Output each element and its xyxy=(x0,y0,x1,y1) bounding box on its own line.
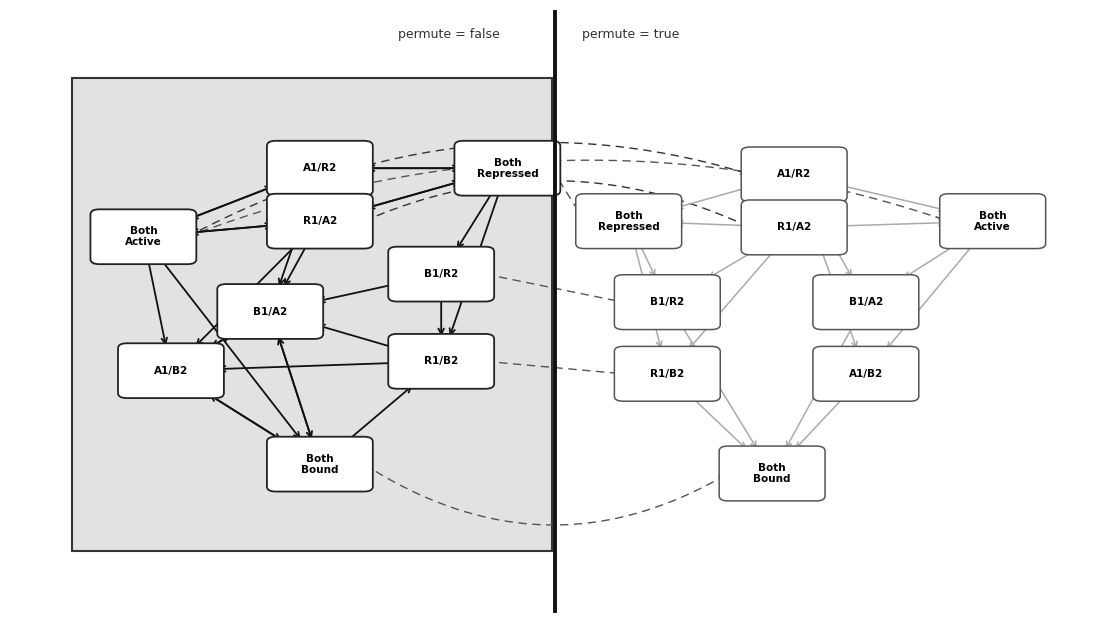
FancyBboxPatch shape xyxy=(741,200,847,255)
FancyBboxPatch shape xyxy=(267,437,373,492)
Text: R1/A2: R1/A2 xyxy=(302,216,338,226)
FancyBboxPatch shape xyxy=(614,275,720,330)
Text: A1/B2: A1/B2 xyxy=(848,369,884,379)
FancyBboxPatch shape xyxy=(118,343,224,398)
Text: R1/B2: R1/B2 xyxy=(424,356,459,366)
FancyBboxPatch shape xyxy=(576,194,682,249)
FancyBboxPatch shape xyxy=(813,346,919,401)
FancyBboxPatch shape xyxy=(719,446,825,501)
FancyBboxPatch shape xyxy=(388,247,494,302)
Text: Both
Active: Both Active xyxy=(974,211,1011,232)
FancyBboxPatch shape xyxy=(813,275,919,330)
Text: R1/A2: R1/A2 xyxy=(777,222,812,232)
Text: Both
Active: Both Active xyxy=(125,226,162,247)
Text: A1/B2: A1/B2 xyxy=(153,366,189,376)
Text: permute = true: permute = true xyxy=(582,28,679,40)
Text: B1/A2: B1/A2 xyxy=(848,297,884,307)
Text: B1/R2: B1/R2 xyxy=(650,297,685,307)
Text: A1/R2: A1/R2 xyxy=(777,169,812,179)
Text: Both
Bound: Both Bound xyxy=(301,454,339,475)
Text: A1/R2: A1/R2 xyxy=(302,163,338,173)
FancyBboxPatch shape xyxy=(741,147,847,202)
FancyBboxPatch shape xyxy=(90,209,196,264)
Text: Both
Bound: Both Bound xyxy=(753,463,791,484)
FancyBboxPatch shape xyxy=(614,346,720,401)
Text: B1/A2: B1/A2 xyxy=(253,307,288,316)
FancyBboxPatch shape xyxy=(388,334,494,389)
Text: Both
Repressed: Both Repressed xyxy=(598,211,660,232)
Text: B1/R2: B1/R2 xyxy=(424,269,459,279)
FancyBboxPatch shape xyxy=(940,194,1046,249)
FancyBboxPatch shape xyxy=(267,141,373,196)
FancyBboxPatch shape xyxy=(217,284,323,339)
Text: Both
Repressed: Both Repressed xyxy=(476,158,538,179)
FancyBboxPatch shape xyxy=(454,141,560,196)
FancyBboxPatch shape xyxy=(267,194,373,249)
Text: permute = false: permute = false xyxy=(398,28,500,40)
Text: R1/B2: R1/B2 xyxy=(650,369,685,379)
FancyBboxPatch shape xyxy=(72,78,552,551)
